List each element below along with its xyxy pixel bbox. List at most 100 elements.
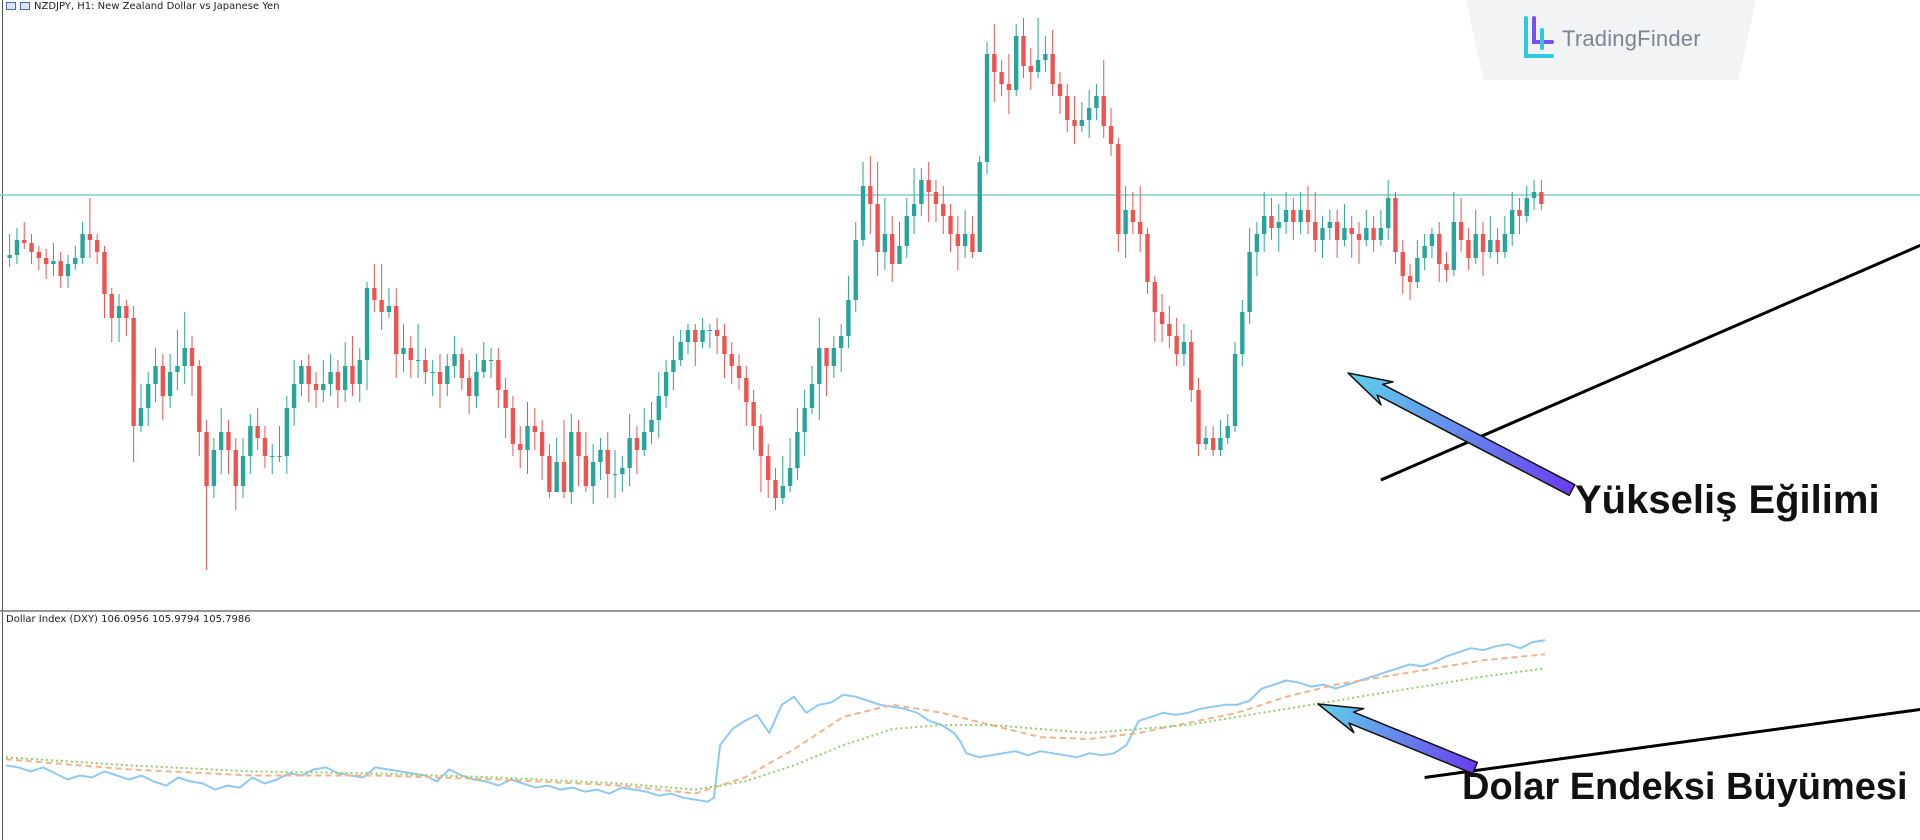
candle xyxy=(51,243,56,276)
candle-body xyxy=(1218,438,1223,450)
candle-body xyxy=(459,354,465,378)
candle xyxy=(197,360,202,456)
logo-text: TradingFinder xyxy=(1562,26,1701,51)
candle-body xyxy=(51,261,56,264)
dxy-arrow xyxy=(1317,703,1479,775)
candle xyxy=(817,318,822,420)
candle xyxy=(780,456,785,504)
candle xyxy=(853,222,858,312)
candle-body xyxy=(1021,36,1026,66)
candle xyxy=(299,360,304,396)
candle-body xyxy=(474,372,479,396)
candle-body xyxy=(1196,390,1201,444)
candle xyxy=(1356,222,1362,264)
candle xyxy=(488,348,494,378)
candle xyxy=(685,324,691,354)
candle xyxy=(1502,216,1508,258)
candle xyxy=(291,360,297,426)
candle-body xyxy=(1342,228,1347,240)
candle xyxy=(394,288,399,378)
candle-body xyxy=(189,348,195,366)
candle-body xyxy=(583,456,589,486)
candle xyxy=(1065,84,1070,132)
candle xyxy=(1072,96,1077,144)
candle-body xyxy=(656,396,661,420)
candle xyxy=(970,216,975,258)
candle-body xyxy=(1458,222,1464,240)
candle xyxy=(1035,18,1041,78)
candle-body xyxy=(1473,234,1478,258)
candle xyxy=(14,228,20,264)
candle xyxy=(744,366,749,426)
candle-body xyxy=(751,402,756,426)
candle-body xyxy=(1437,234,1442,264)
candle-body xyxy=(1123,210,1128,234)
candle-body xyxy=(860,186,866,240)
candle-body xyxy=(1086,108,1092,120)
candle-body xyxy=(824,348,829,366)
candle-body xyxy=(1539,192,1544,204)
candle-body xyxy=(1035,60,1041,72)
candle xyxy=(36,246,42,270)
candle-body xyxy=(510,408,516,444)
candle-body xyxy=(503,390,508,408)
candle xyxy=(1108,108,1114,156)
candle-body xyxy=(612,474,618,475)
candle xyxy=(1210,426,1216,456)
candle-body xyxy=(233,450,238,486)
candle-body xyxy=(73,258,78,264)
candle xyxy=(1407,264,1413,300)
candle-body xyxy=(1385,198,1391,228)
candle xyxy=(1509,192,1515,246)
candle xyxy=(518,426,523,468)
candle xyxy=(423,348,428,384)
candle xyxy=(1006,54,1012,114)
candle-body xyxy=(714,330,720,336)
dxy-ma-green-line xyxy=(5,667,1546,791)
candle xyxy=(510,396,516,456)
candle-body xyxy=(488,360,494,361)
candle-body xyxy=(1079,120,1085,126)
candle-body xyxy=(277,456,282,457)
candle-body xyxy=(1509,210,1515,234)
candle-body xyxy=(321,384,326,390)
candle-body xyxy=(1101,96,1106,126)
candle-body xyxy=(218,432,224,450)
candle xyxy=(1145,228,1150,294)
candle xyxy=(722,324,727,378)
candle-body xyxy=(1502,234,1508,252)
dxy-trendline xyxy=(1424,707,1920,779)
candle xyxy=(1422,234,1427,270)
candle xyxy=(977,156,982,252)
candle-body xyxy=(1334,222,1340,240)
candle xyxy=(452,336,457,378)
candle xyxy=(94,234,100,264)
candle xyxy=(1480,222,1486,276)
candle xyxy=(1116,138,1121,252)
candle-body xyxy=(270,456,275,457)
candle-body xyxy=(466,378,472,396)
candle xyxy=(926,162,931,222)
candle xyxy=(992,24,997,102)
candle-body xyxy=(335,372,341,390)
candle-body xyxy=(671,360,676,372)
candle-body xyxy=(1400,252,1405,276)
candle-body xyxy=(1524,198,1529,216)
candle xyxy=(189,336,195,396)
candle xyxy=(904,198,909,258)
candle xyxy=(218,408,224,474)
candle xyxy=(1101,60,1106,138)
candle-body xyxy=(868,186,873,204)
candle xyxy=(459,348,465,390)
candle-body xyxy=(1305,210,1311,222)
candle-body xyxy=(43,258,49,264)
candle xyxy=(401,324,406,372)
candle xyxy=(1086,90,1092,138)
candle-body xyxy=(787,468,793,486)
candle-body xyxy=(911,204,917,216)
candle-body xyxy=(58,261,63,276)
candle xyxy=(466,360,472,414)
candle-body xyxy=(1407,276,1413,282)
